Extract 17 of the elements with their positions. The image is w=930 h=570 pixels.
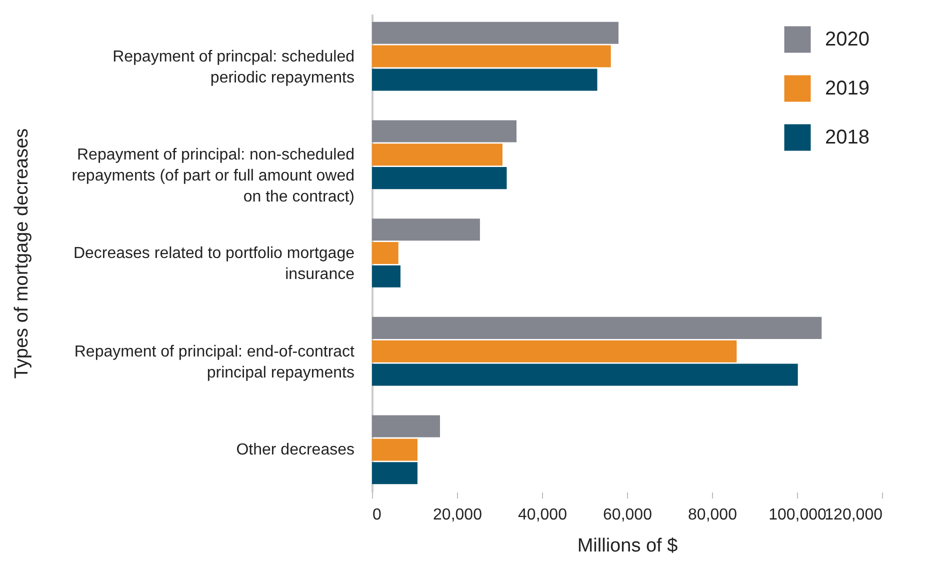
y-tick-label: Decreases related to portfolio mortgage insurance	[73, 245, 355, 283]
x-tick-label: 0	[372, 506, 382, 524]
y-tick-label: Repayment of principal: end-of-contract principal repayments	[74, 343, 356, 382]
x-axis-title: Millions of $	[577, 536, 678, 556]
x-tick-label: 40,000	[518, 506, 568, 524]
legend-label: 2020	[825, 28, 870, 50]
x-tick-label: 100,000	[768, 506, 827, 524]
x-tick-label: 120,000	[824, 506, 883, 524]
x-tick-label: 80,000	[688, 506, 738, 524]
y-tick-label: Repayment of princpal: scheduled periodic repayments	[112, 48, 354, 86]
y-tick-label: Repayment of principal: non-scheduled repayments (of part or full amount owed on the contract)	[72, 146, 354, 206]
x-tick-label: 20,000	[433, 506, 482, 524]
y-axis-title: Types of mortgage decreases	[12, 128, 33, 379]
legend-label: 2019	[825, 78, 870, 100]
x-tick-label: 60,000	[603, 506, 652, 524]
y-tick-label: Other decreases	[236, 442, 354, 459]
legend-label: 2018	[825, 126, 870, 148]
